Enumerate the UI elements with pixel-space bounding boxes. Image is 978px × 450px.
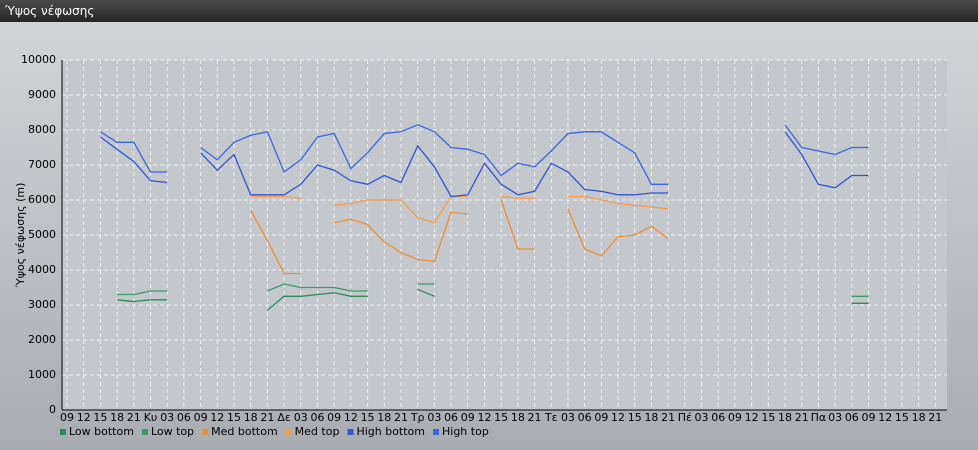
x-tick-label: Τρ	[410, 411, 425, 424]
x-tick-label: 15	[227, 411, 241, 424]
x-tick-label: Κυ	[144, 411, 158, 424]
x-tick-label: 18	[377, 411, 391, 424]
y-tick-label: 3000	[28, 298, 56, 311]
x-tick-label: 12	[210, 411, 224, 424]
legend-marker	[347, 429, 354, 435]
x-tick-label: 06	[310, 411, 324, 424]
y-tick-label: 9000	[28, 88, 56, 101]
x-tick-label: 21	[528, 411, 542, 424]
x-tick-label: 12	[477, 411, 491, 424]
legend-label: High bottom	[356, 425, 425, 438]
x-tick-label: 06	[444, 411, 458, 424]
x-tick-label: Πέ	[678, 411, 692, 424]
x-tick-label: 18	[511, 411, 525, 424]
x-tick-label: 21	[795, 411, 809, 424]
legend-label: Low bottom	[69, 425, 134, 438]
x-tick-label: 21	[260, 411, 274, 424]
x-tick-label: 03	[427, 411, 441, 424]
x-tick-label: 12	[745, 411, 759, 424]
x-tick-label: 18	[644, 411, 658, 424]
y-tick-label: 7000	[28, 158, 56, 171]
y-tick-label: 8000	[28, 123, 56, 136]
x-tick-label: 09	[327, 411, 341, 424]
x-tick-label: 03	[695, 411, 709, 424]
x-tick-label: 12	[878, 411, 892, 424]
x-tick-label: 12	[611, 411, 625, 424]
x-tick-label: 06	[711, 411, 725, 424]
x-tick-label: 03	[294, 411, 308, 424]
y-tick-label: 6000	[28, 193, 56, 206]
legend-marker	[202, 429, 209, 435]
legend-marker	[60, 429, 66, 435]
legend-label: Med top	[295, 425, 340, 438]
legend-label: High top	[442, 425, 489, 438]
y-tick-label: 5000	[28, 228, 56, 241]
x-tick-label: 18	[110, 411, 124, 424]
legend-marker	[141, 429, 148, 435]
legend-marker	[433, 429, 439, 435]
series-line	[100, 131, 869, 198]
legend-marker	[285, 429, 292, 435]
x-tick-label: 09	[194, 411, 208, 424]
x-tick-label: 15	[494, 411, 508, 424]
window-title: Ύψος νέφωσης	[0, 0, 978, 22]
series-line	[100, 124, 869, 185]
x-tick-label: 15	[761, 411, 775, 424]
y-axis-label: Ύψος νέφωσης (m)	[14, 183, 27, 289]
x-tick-label: 09	[461, 411, 475, 424]
x-tick-label: 09	[594, 411, 608, 424]
series-line	[250, 195, 669, 224]
series-line	[117, 288, 869, 311]
x-tick-label: 15	[361, 411, 375, 424]
x-tick-label: 21	[928, 411, 942, 424]
x-tick-label: 21	[394, 411, 408, 424]
x-tick-label: Τε	[544, 411, 558, 424]
series-line	[117, 283, 869, 297]
y-tick-label: 4000	[28, 263, 56, 276]
x-tick-label: 06	[177, 411, 191, 424]
x-tick-label: 21	[661, 411, 675, 424]
x-tick-label: 03	[561, 411, 575, 424]
x-tick-label: 06	[845, 411, 859, 424]
x-tick-label: 15	[628, 411, 642, 424]
x-tick-label: 03	[828, 411, 842, 424]
y-tick-label: 2000	[28, 333, 56, 346]
x-tick-label: 18	[778, 411, 792, 424]
x-tick-label: 18	[912, 411, 926, 424]
x-tick-label: Δε	[277, 411, 291, 424]
x-tick-label: 12	[344, 411, 358, 424]
x-tick-label: 09	[862, 411, 876, 424]
x-tick-label: 09	[728, 411, 742, 424]
series-line	[250, 199, 669, 275]
x-tick-label: 03	[160, 411, 174, 424]
legend-label: Med bottom	[211, 425, 278, 438]
y-tick-label: 10000	[21, 53, 56, 66]
x-tick-label: 06	[578, 411, 592, 424]
x-tick-label: 18	[244, 411, 258, 424]
y-tick-label: 1000	[28, 368, 56, 381]
legend-label: Low top	[151, 425, 194, 438]
y-tick-label: 0	[49, 403, 56, 416]
x-tick-label: 21	[127, 411, 141, 424]
x-tick-label: 12	[77, 411, 91, 424]
x-tick-label: Πα	[811, 411, 827, 424]
x-tick-label: 09	[60, 411, 74, 424]
x-tick-label: 15	[93, 411, 107, 424]
x-tick-label: 15	[895, 411, 909, 424]
